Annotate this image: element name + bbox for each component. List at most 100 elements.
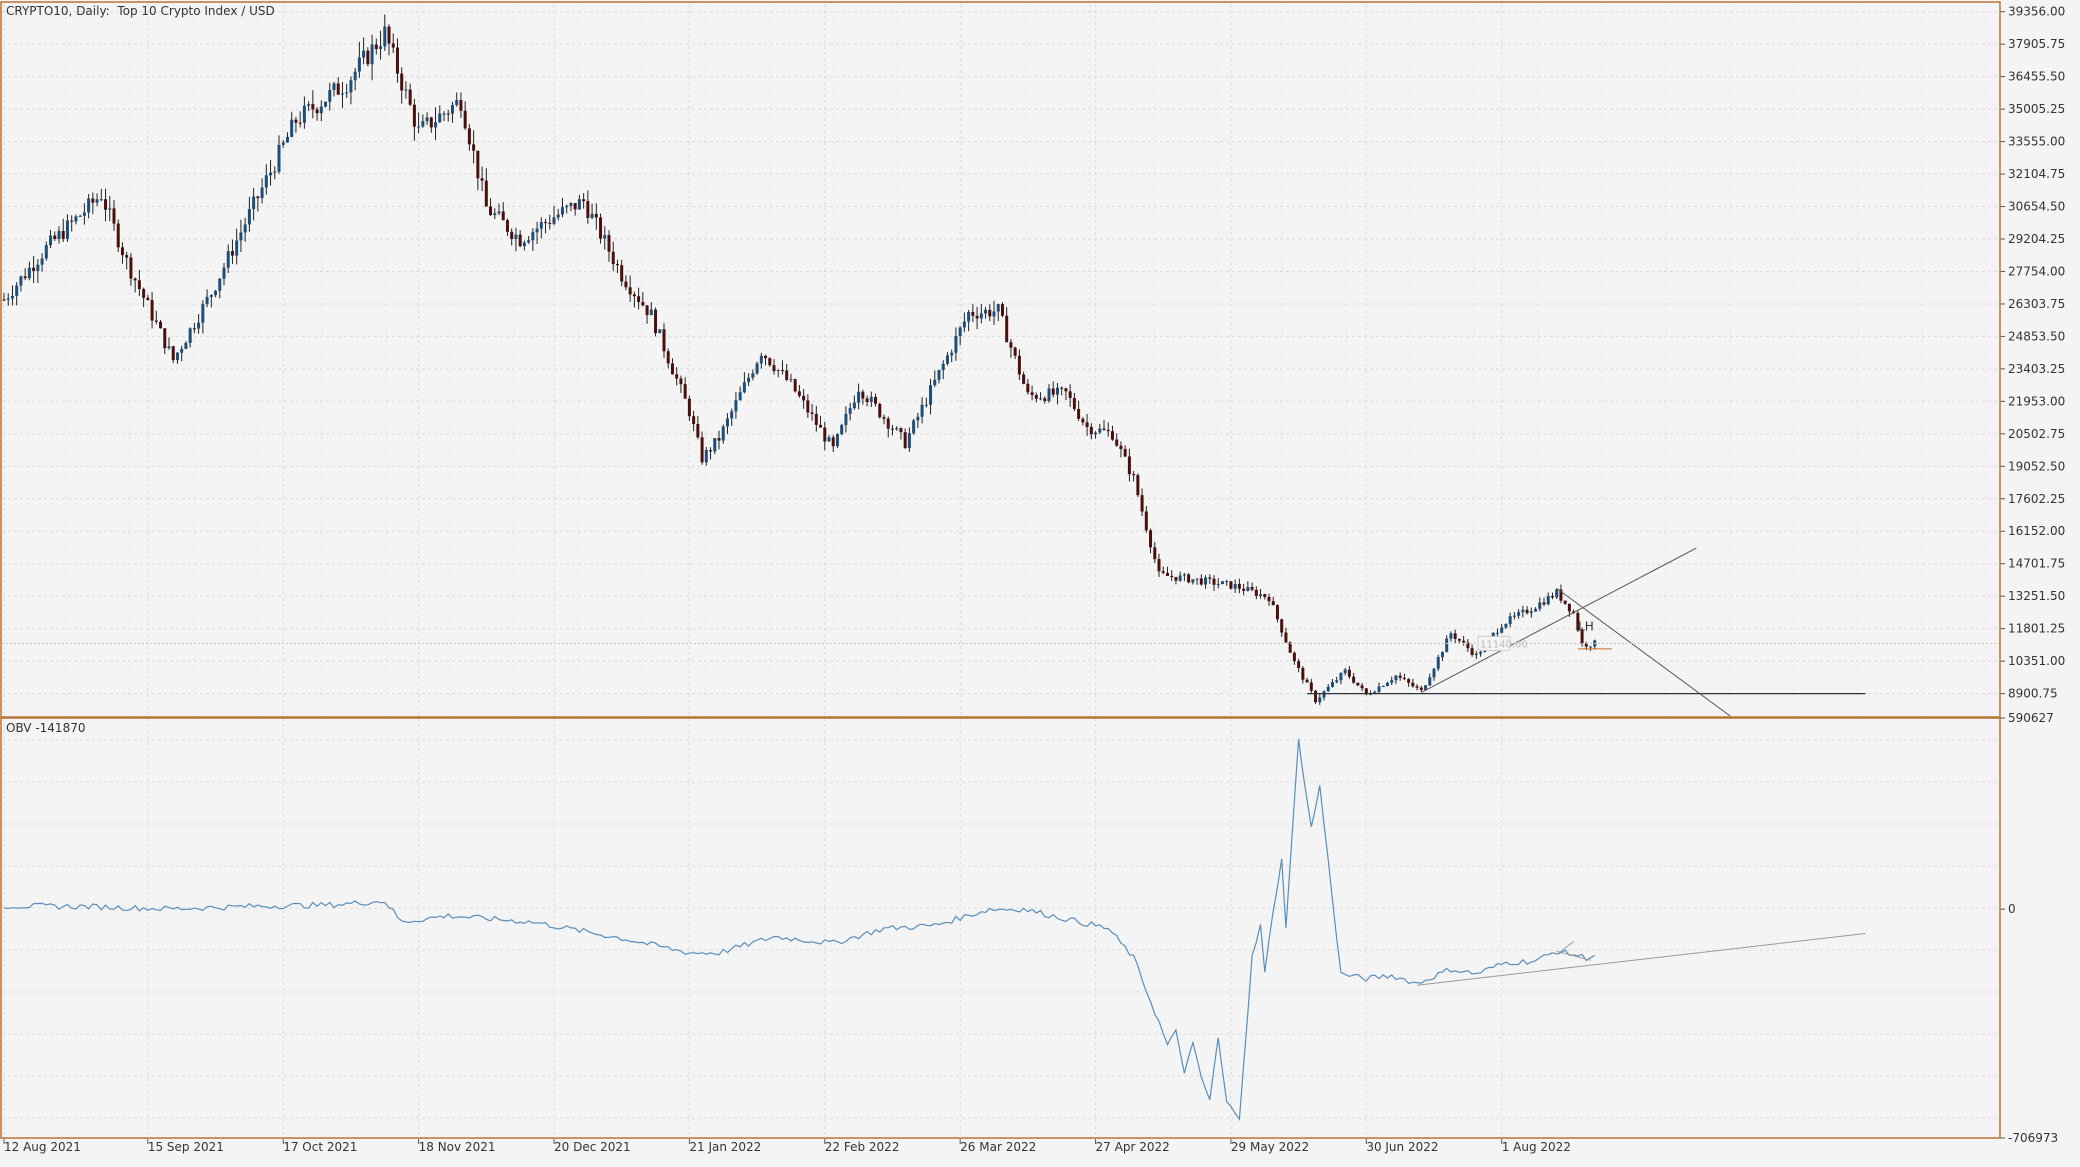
price-rising-trend-line[interactable] (1421, 547, 1697, 693)
candle-body (1022, 374, 1026, 384)
candle-body (1419, 687, 1423, 690)
candle-body (916, 416, 920, 421)
candle-body (607, 235, 611, 252)
price-tick-label: 29204.25 (2008, 232, 2065, 246)
candle-body (1132, 474, 1136, 476)
candle-body (1309, 682, 1313, 691)
candle-body (82, 212, 86, 216)
candle-body (349, 80, 353, 93)
candle-body (1394, 675, 1398, 681)
candle-body (1204, 577, 1208, 585)
candle-body (510, 231, 514, 239)
obv-short-trend-line[interactable] (1556, 950, 1591, 961)
candle-body (1589, 646, 1593, 648)
candle-body (1089, 427, 1093, 435)
candle-body (1039, 398, 1043, 400)
price-falling-trend-line[interactable] (1556, 587, 1731, 717)
candle-body (294, 119, 298, 123)
candle-body (827, 437, 831, 442)
price-tick-label: 8900.75 (2008, 687, 2058, 701)
candle-body (806, 400, 810, 413)
candle-body (307, 104, 311, 106)
candle-body (150, 300, 154, 321)
candle-body (15, 285, 19, 296)
candle-body (1445, 638, 1449, 653)
candle-body (273, 171, 277, 173)
price-pane-frame (0, 1, 2001, 718)
candle-body (979, 313, 983, 319)
obv-trendlines[interactable] (1417, 932, 1866, 986)
candle-body (1225, 581, 1229, 583)
candle-body (379, 46, 383, 50)
candle-body (1212, 578, 1216, 585)
obv-short-rise-line[interactable] (1556, 941, 1574, 955)
candle-body (1555, 589, 1559, 598)
candle-body (302, 105, 306, 123)
candle-body (340, 93, 344, 95)
candle-body (70, 220, 74, 222)
candle-body (53, 235, 57, 239)
candle-body (1182, 574, 1186, 576)
obv-rising-trend-line[interactable] (1417, 932, 1866, 986)
candle-body (230, 251, 234, 256)
price-tick-label: 35005.25 (2008, 102, 2065, 116)
candle-body (844, 413, 848, 425)
candle-body (1077, 408, 1081, 419)
price-trendlines[interactable]: LH 11140.00 (2, 547, 2000, 717)
candle-body (142, 289, 146, 298)
candle-body (49, 235, 53, 246)
candle-body (1199, 578, 1203, 585)
current-price-tag-box (1477, 635, 1511, 651)
candle-body (387, 26, 391, 44)
candle-body (518, 234, 522, 247)
candle-body (1229, 581, 1233, 589)
candle-body (1504, 623, 1508, 628)
candle-body (247, 209, 251, 225)
candle-body (632, 294, 636, 297)
candle-body (920, 404, 924, 417)
candle-body (1000, 304, 1004, 316)
candle-body (1449, 633, 1453, 639)
price-tick-label: 26303.75 (2008, 297, 2065, 311)
candle-body (950, 352, 954, 356)
candle-body (797, 391, 801, 396)
candle-body (91, 198, 95, 203)
candle-body (1411, 682, 1415, 687)
candle-body (1144, 511, 1148, 531)
candle-body (1237, 583, 1241, 589)
candle-body (1330, 682, 1334, 687)
x-tick-label: 27 Apr 2022 (1096, 1140, 1170, 1154)
grid-lines (2, 4, 2000, 1138)
candle-body (1457, 638, 1461, 641)
candle-body (1559, 589, 1563, 601)
candle-body (793, 379, 797, 392)
candle-body (412, 104, 416, 127)
candle-body (1110, 431, 1114, 440)
candle-body (429, 117, 433, 128)
candle-body (1013, 347, 1017, 356)
candle-body (319, 106, 323, 114)
candle-body (281, 142, 285, 145)
candle-body (256, 196, 260, 199)
candle-body (544, 222, 548, 224)
candle-body (1322, 691, 1326, 698)
candle-body (19, 276, 23, 286)
candle-body (226, 251, 230, 268)
candle-body (391, 43, 395, 48)
candle-body (780, 370, 784, 372)
price-tick-label: 39356.00 (2008, 5, 2065, 19)
candle-body (23, 276, 27, 279)
candle-body (700, 437, 704, 463)
x-tick-label: 15 Sep 2021 (148, 1140, 224, 1154)
candle-body (747, 377, 751, 383)
candle-body (1512, 615, 1516, 617)
candle-body (992, 311, 996, 317)
candle-body (104, 199, 108, 210)
candle-body (1538, 602, 1542, 609)
candle-body (260, 187, 264, 199)
candle-body (1584, 643, 1588, 647)
candle-body (882, 417, 886, 419)
candle-body (1263, 594, 1267, 597)
